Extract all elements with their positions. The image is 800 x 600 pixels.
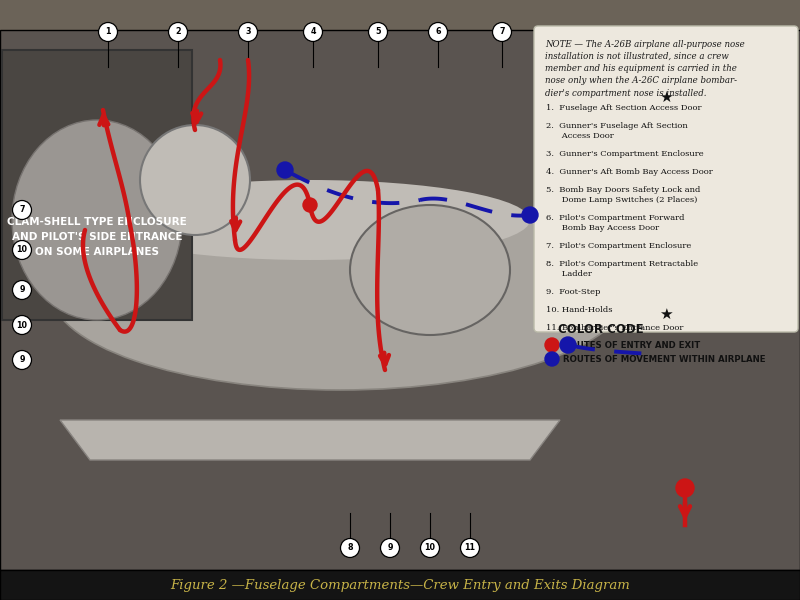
Text: 9: 9 [19, 355, 25, 364]
Text: 10: 10 [17, 245, 27, 254]
Text: 8: 8 [347, 544, 353, 553]
Text: 5.  Bomb Bay Doors Safety Lock and
      Dome Lamp Switches (2 Places): 5. Bomb Bay Doors Safety Lock and Dome L… [546, 186, 700, 204]
Circle shape [545, 352, 559, 366]
Text: 7: 7 [499, 28, 505, 37]
FancyBboxPatch shape [534, 26, 798, 332]
Circle shape [277, 162, 293, 178]
Text: 10. Hand-Holds: 10. Hand-Holds [546, 306, 613, 314]
Text: 9: 9 [387, 544, 393, 553]
Text: Figure 2 —Fuselage Compartments—Crew Entry and Exits Diagram: Figure 2 —Fuselage Compartments—Crew Ent… [170, 578, 630, 592]
Text: ROUTES OF MOVEMENT WITHIN AIRPLANE: ROUTES OF MOVEMENT WITHIN AIRPLANE [563, 355, 766, 364]
Text: 6: 6 [435, 28, 441, 37]
Text: 10: 10 [17, 320, 27, 329]
Text: 4: 4 [310, 28, 316, 37]
Text: 4.  Gunner's Aft Bomb Bay Access Door: 4. Gunner's Aft Bomb Bay Access Door [546, 168, 713, 176]
Text: ROUTES OF ENTRY AND EXIT: ROUTES OF ENTRY AND EXIT [563, 340, 700, 349]
Circle shape [522, 207, 538, 223]
Circle shape [303, 198, 317, 212]
Circle shape [303, 22, 322, 41]
Circle shape [169, 22, 187, 41]
Text: CLAM-SHELL TYPE ENCLOSURE
AND PILOT'S SIDE ENTRANCE
ON SOME AIRPLANES: CLAM-SHELL TYPE ENCLOSURE AND PILOT'S SI… [7, 217, 187, 257]
Text: 1: 1 [106, 28, 110, 37]
Text: 5: 5 [375, 28, 381, 37]
Circle shape [676, 479, 694, 497]
Circle shape [545, 338, 559, 352]
Circle shape [98, 22, 118, 41]
Circle shape [13, 241, 31, 259]
Text: 9: 9 [19, 286, 25, 295]
Circle shape [13, 316, 31, 335]
Circle shape [369, 22, 387, 41]
Text: 7: 7 [19, 205, 25, 214]
Circle shape [140, 125, 250, 235]
Ellipse shape [50, 190, 630, 390]
Ellipse shape [350, 205, 510, 335]
Text: 11. Bombardier's Entrance Door: 11. Bombardier's Entrance Door [546, 324, 683, 332]
Circle shape [421, 539, 439, 557]
Circle shape [493, 22, 511, 41]
Text: COLOR CODE: COLOR CODE [558, 323, 644, 336]
Circle shape [429, 22, 447, 41]
Ellipse shape [12, 120, 182, 320]
Text: 2.  Gunner's Fuselage Aft Section
      Access Door: 2. Gunner's Fuselage Aft Section Access … [546, 122, 688, 140]
Circle shape [13, 280, 31, 299]
Text: ★: ★ [659, 307, 673, 322]
Polygon shape [60, 420, 560, 460]
Text: 10: 10 [425, 544, 435, 553]
Text: 1.  Fuselage Aft Section Access Door: 1. Fuselage Aft Section Access Door [546, 104, 702, 112]
Text: 9.  Foot-Step: 9. Foot-Step [546, 288, 600, 296]
Circle shape [13, 200, 31, 220]
FancyBboxPatch shape [0, 30, 800, 570]
Text: 2: 2 [175, 28, 181, 37]
Text: ★: ★ [659, 89, 673, 104]
Circle shape [238, 22, 258, 41]
Text: 6.  Pilot's Compartment Forward
      Bomb Bay Access Door: 6. Pilot's Compartment Forward Bomb Bay … [546, 214, 685, 232]
Text: 7.  Pilot's Compartment Enclosure: 7. Pilot's Compartment Enclosure [546, 242, 691, 250]
Circle shape [341, 539, 359, 557]
FancyBboxPatch shape [0, 570, 800, 600]
Text: 3: 3 [246, 28, 250, 37]
FancyBboxPatch shape [2, 50, 192, 320]
Text: 11: 11 [465, 544, 475, 553]
Circle shape [13, 350, 31, 370]
Ellipse shape [90, 180, 530, 260]
Circle shape [461, 539, 479, 557]
Text: 8.  Pilot's Compartment Retractable
      Ladder: 8. Pilot's Compartment Retractable Ladde… [546, 260, 698, 278]
Circle shape [381, 539, 399, 557]
Circle shape [560, 337, 576, 353]
Text: 3.  Gunner's Compartment Enclosure: 3. Gunner's Compartment Enclosure [546, 150, 704, 158]
Text: NOTE — The A-26B airplane all-purpose nose
installation is not illustrated, sinc: NOTE — The A-26B airplane all-purpose no… [545, 40, 745, 98]
